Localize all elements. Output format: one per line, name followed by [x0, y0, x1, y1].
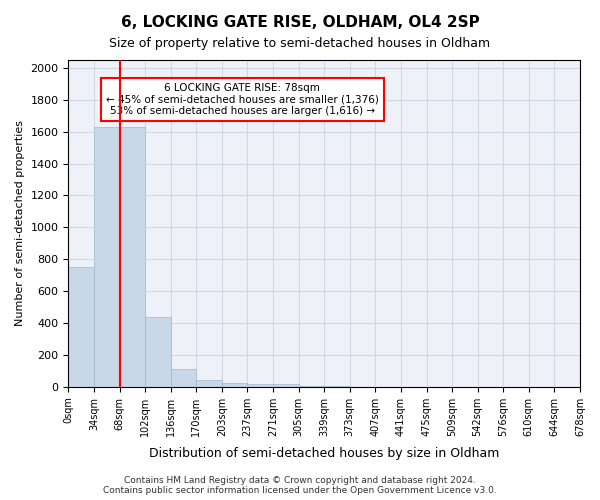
Text: Size of property relative to semi-detached houses in Oldham: Size of property relative to semi-detach…	[109, 38, 491, 51]
Bar	[145, 316, 171, 387]
Text: Contains HM Land Registry data © Crown copyright and database right 2024.
Contai: Contains HM Land Registry data © Crown c…	[103, 476, 497, 495]
Bar	[119, 127, 145, 387]
Bar	[171, 370, 196, 387]
Bar	[222, 383, 247, 387]
Y-axis label: Number of semi-detached properties: Number of semi-detached properties	[15, 120, 25, 326]
Text: 6, LOCKING GATE RISE, OLDHAM, OL4 2SP: 6, LOCKING GATE RISE, OLDHAM, OL4 2SP	[121, 15, 479, 30]
Bar	[196, 380, 222, 387]
Bar	[273, 384, 299, 387]
Text: 6 LOCKING GATE RISE: 78sqm
← 45% of semi-detached houses are smaller (1,376)
53%: 6 LOCKING GATE RISE: 78sqm ← 45% of semi…	[106, 83, 379, 116]
X-axis label: Distribution of semi-detached houses by size in Oldham: Distribution of semi-detached houses by …	[149, 447, 499, 460]
Bar	[68, 267, 94, 387]
Bar	[247, 384, 273, 387]
Bar	[94, 127, 119, 387]
